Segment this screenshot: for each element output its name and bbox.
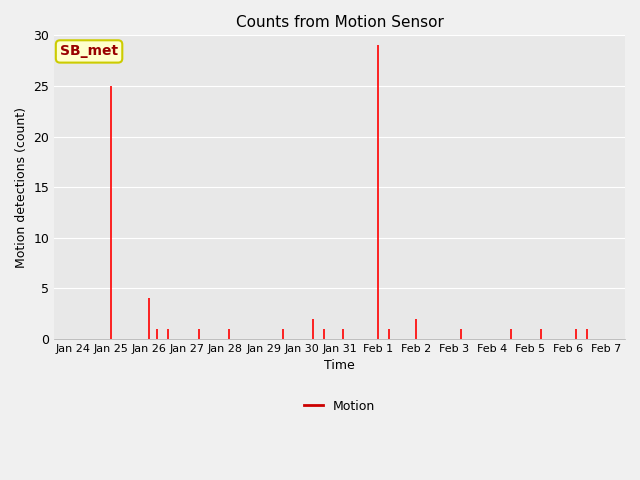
X-axis label: Time: Time [324, 360, 355, 372]
Y-axis label: Motion detections (count): Motion detections (count) [15, 107, 28, 268]
Title: Counts from Motion Sensor: Counts from Motion Sensor [236, 15, 444, 30]
Legend: Motion: Motion [299, 395, 380, 418]
Text: SB_met: SB_met [60, 45, 118, 59]
